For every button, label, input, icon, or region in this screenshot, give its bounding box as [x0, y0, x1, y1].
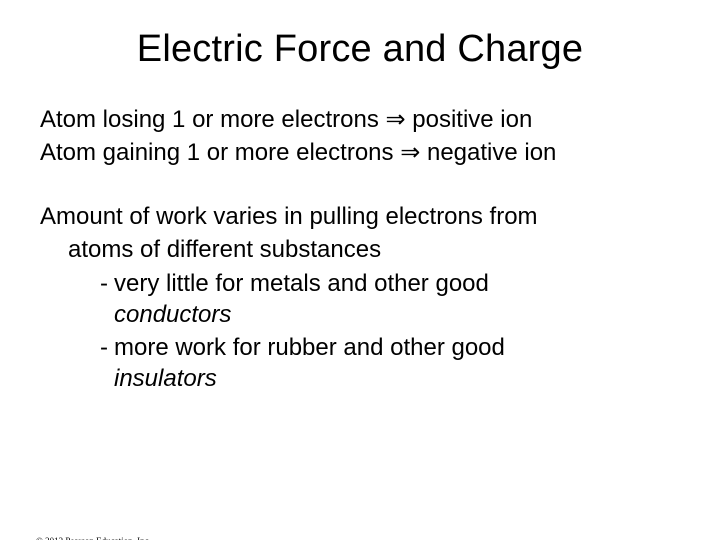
copyright-footer: © 2012 Pearson Education, Inc.: [36, 536, 151, 540]
implies-icon: ⇒: [385, 107, 405, 133]
list-item: - very little for metals and other good …: [100, 268, 680, 330]
text-fragment: Atom losing 1 or more electrons: [40, 106, 385, 133]
body-text: Atom losing 1 or more electrons ⇒ positi…: [40, 105, 680, 266]
emphasis: conductors: [114, 301, 231, 328]
paragraph-line: atoms of different substances: [40, 235, 680, 266]
text-fragment: Atom gaining 1 or more electrons: [40, 139, 400, 166]
text-fragment: positive ion: [406, 106, 533, 133]
bullet-list: - very little for metals and other good …: [100, 268, 680, 395]
text-fragment: negative ion: [420, 139, 556, 166]
dash-icon: -: [100, 332, 108, 394]
slide-title: Electric Force and Charge: [0, 28, 720, 71]
slide: { "title": "Electric Force and Charge", …: [0, 28, 720, 540]
text-fragment: very little for metals and other good: [114, 270, 489, 297]
line-positive-ion: Atom losing 1 or more electrons ⇒ positi…: [40, 105, 680, 136]
bullet-text: very little for metals and other good co…: [114, 268, 680, 330]
line-negative-ion: Atom gaining 1 or more electrons ⇒ negat…: [40, 138, 680, 169]
emphasis: insulators: [114, 365, 217, 392]
bullet-text: more work for rubber and other good insu…: [114, 332, 680, 394]
implies-icon: ⇒: [400, 140, 420, 166]
list-item: - more work for rubber and other good in…: [100, 332, 680, 394]
paragraph-line: Amount of work varies in pulling electro…: [40, 202, 680, 233]
dash-icon: -: [100, 268, 108, 330]
text-fragment: more work for rubber and other good: [114, 334, 505, 361]
